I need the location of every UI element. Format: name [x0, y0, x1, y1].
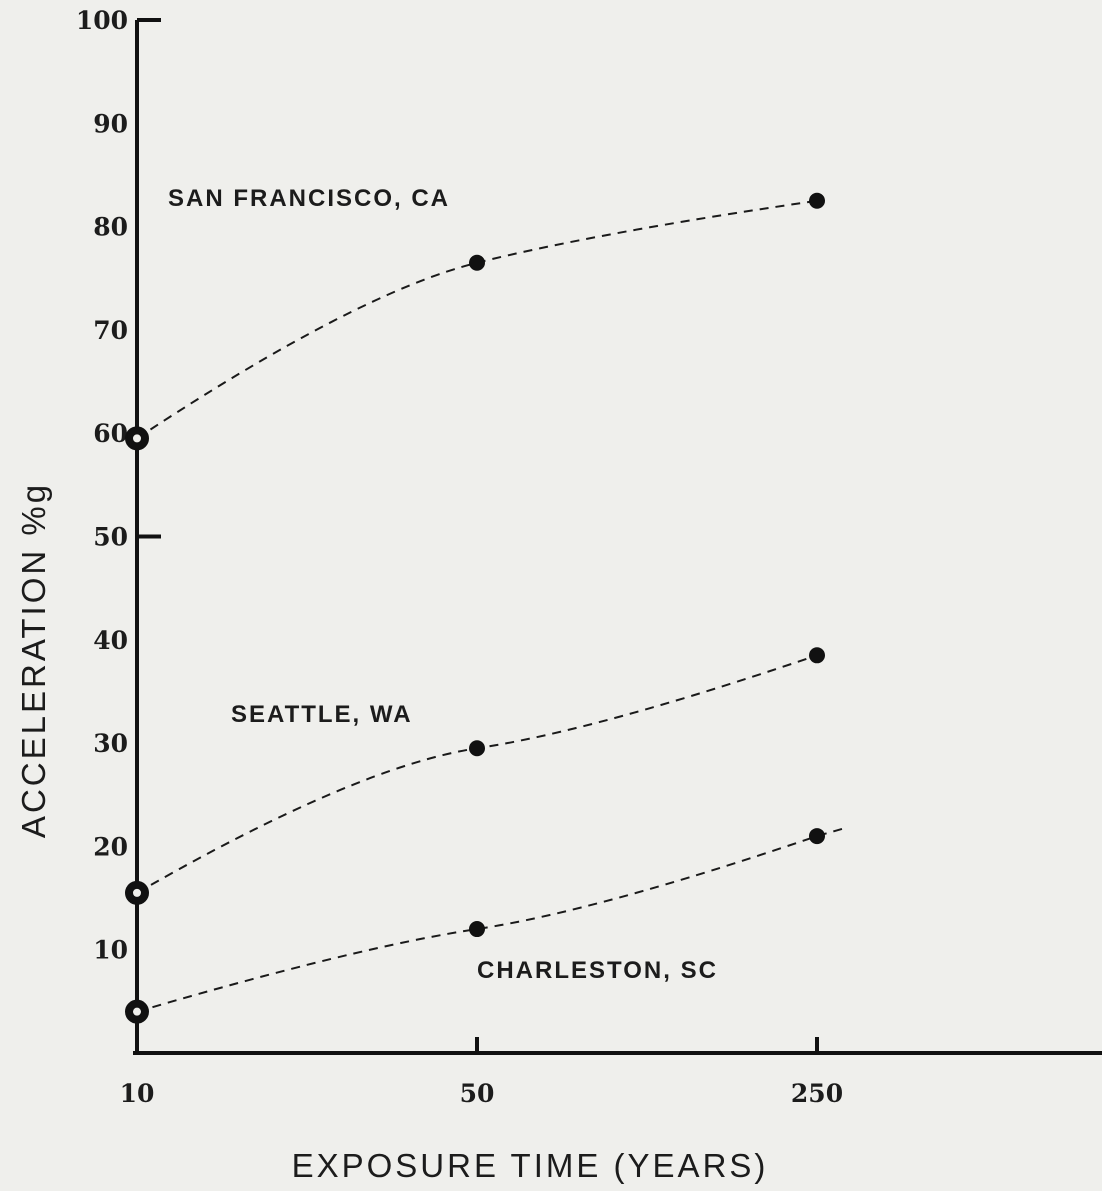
- series-label: SAN FRANCISCO, CA: [168, 185, 450, 212]
- series-lines: [136, 199, 846, 1013]
- x-axis-ticks: 10 50 250: [120, 1037, 843, 1108]
- series-line: [136, 199, 818, 440]
- x-tick-label: 250: [791, 1079, 843, 1108]
- data-point: [809, 192, 825, 209]
- data-point-center: [133, 888, 141, 897]
- y-tick-label: 20: [93, 832, 128, 861]
- y-tick-label: 60: [93, 419, 128, 448]
- x-tick-label: 10: [120, 1079, 155, 1108]
- y-axis-ticks: 10 20 30 40 50 60 70 80 90 100: [76, 6, 161, 965]
- data-point: [809, 647, 825, 664]
- y-tick-label: 90: [93, 109, 128, 138]
- axes: [133, 20, 1102, 1055]
- y-tick-label: 80: [93, 213, 128, 242]
- x-tick-label: 50: [460, 1079, 495, 1108]
- series-labels: SAN FRANCISCO, CA SEATTLE, WA CHARLESTON, …: [168, 185, 718, 984]
- series-line: [136, 827, 846, 1013]
- data-point: [469, 254, 485, 271]
- y-tick-label: 10: [93, 936, 128, 965]
- y-tick-label: 50: [93, 523, 128, 552]
- y-tick-label: 40: [93, 626, 128, 655]
- data-point: [809, 828, 825, 845]
- y-tick-label: 100: [76, 6, 128, 35]
- y-tick-label: 30: [93, 729, 128, 758]
- series-line: [136, 654, 818, 894]
- y-tick-label: 70: [93, 316, 128, 345]
- data-point-center: [133, 434, 141, 443]
- series-label: SEATTLE, WA: [231, 701, 413, 728]
- series-label: CHARLESTON, SC: [477, 957, 718, 984]
- data-point-center: [133, 1007, 141, 1016]
- y-axis-title: ACCELERATION %g: [15, 482, 52, 838]
- data-point: [469, 740, 485, 757]
- series-points: [125, 192, 825, 1024]
- data-point: [469, 921, 485, 938]
- x-axis-title: EXPOSURE TIME (YEARS): [292, 1147, 769, 1184]
